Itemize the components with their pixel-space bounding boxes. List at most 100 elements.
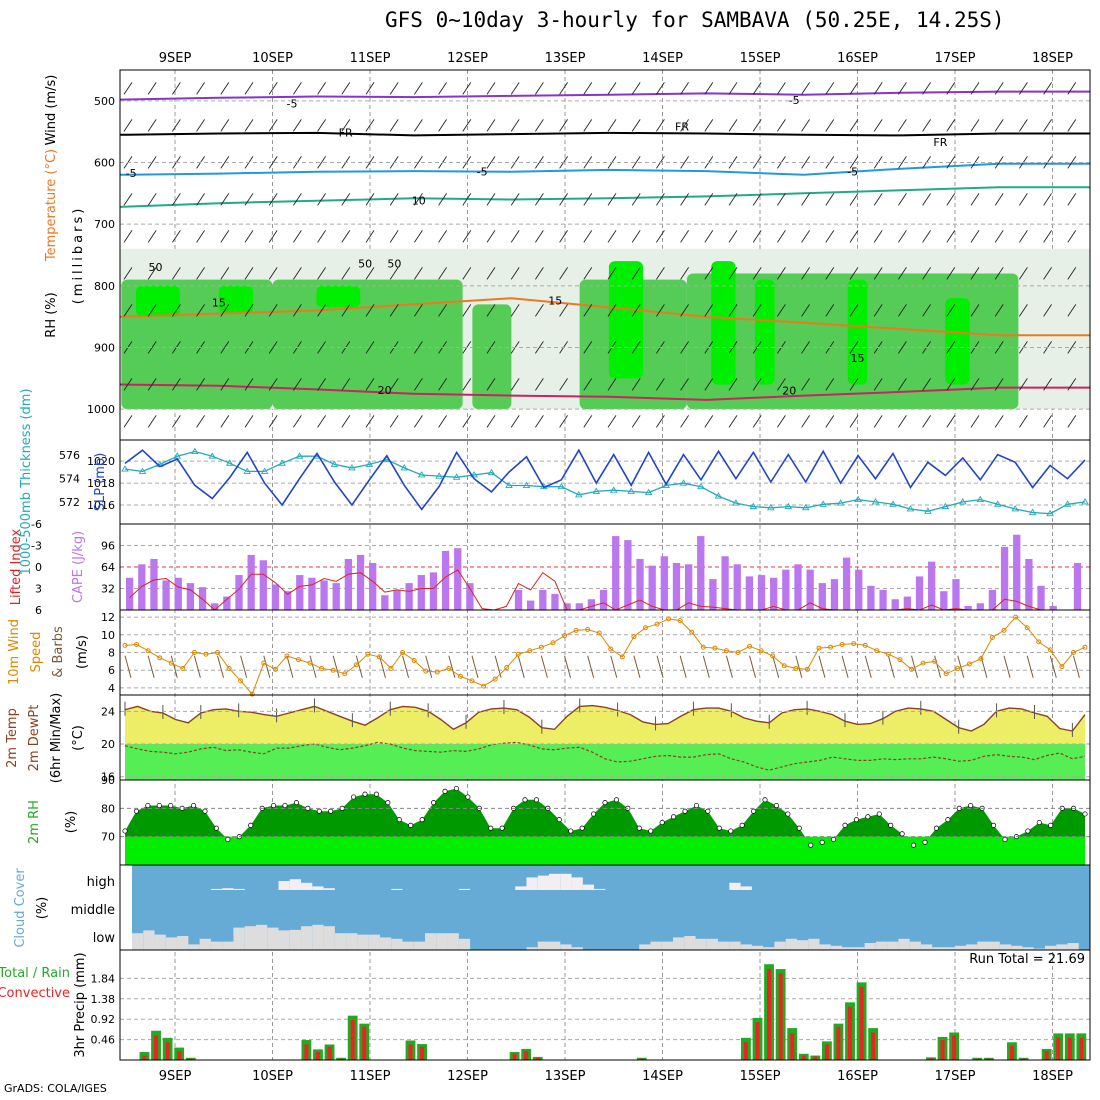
cape-bar [891,599,899,610]
rh2m-point [328,808,334,814]
wind-barb [849,230,859,243]
thickness-point [1081,498,1089,505]
thickness-point [749,502,758,510]
cloud-low-bar [1022,947,1034,950]
wind-speed-point [423,668,429,674]
wind-barb [389,82,399,95]
wind-barb [510,82,520,95]
wind-barb-10m [124,655,132,678]
rh2m-point [1082,811,1088,817]
thickness-point [609,486,618,493]
wind-speed-point [1001,627,1007,633]
precip-convective-bar [801,1055,806,1060]
cloud-low-bar [143,930,155,950]
wind-barb [220,82,230,95]
wind-speed-point [955,665,961,671]
rh-block [847,279,868,385]
contour-label: -5 [847,166,858,179]
li-axis-label: Lifted Index [9,528,24,605]
cloud-low-bar [255,924,268,950]
wind-speed-point [376,654,382,660]
wind-barb [1043,193,1052,206]
cape-bar [1000,546,1009,610]
wind-barb [728,415,738,428]
wind-barb [559,230,568,243]
wind-barb [922,267,931,280]
wind-speed-point [203,651,209,657]
wind-axis-label: Wind (m/s) [44,75,59,146]
thickness-point [278,459,286,466]
wind-barb [704,378,714,391]
temperature-contour-c20 [119,383,1090,401]
wind-barb [607,230,617,243]
wind-barb [172,378,181,391]
wind-barb [486,304,496,317]
rh2m-point [682,808,688,814]
cape-bar [806,569,814,610]
wind-barb [631,304,641,317]
cloud-low-bar [763,947,775,950]
cape-bar [235,575,243,610]
wind-barb [486,82,496,95]
wind-speed-point [874,648,880,654]
thickness-point [627,487,635,494]
date-label-bottom: 12SEP [447,1069,488,1084]
wind-barb [535,304,544,317]
precip-convective-bar [177,1051,182,1060]
wind-barb [196,304,205,317]
wind-barb-10m [147,655,155,678]
cloud-level-label: high [87,875,115,890]
rh2m-point [968,802,974,809]
thickness-point [138,467,147,474]
wind-barb [1019,82,1028,95]
wind-barb [970,267,980,280]
wind-barb-10m [749,655,757,678]
wind-barb [825,304,835,317]
wind-speed-point [481,683,487,689]
cape-bar [162,580,170,610]
precip-convective-bar [767,969,772,1060]
rh2m-point [819,839,825,845]
wind-barb [970,415,980,428]
slp-axis-label: SLP (mb) [93,453,108,512]
wind-barb [1043,119,1052,132]
cloud-low-bar [560,944,572,950]
dewpt-fill [125,744,1085,780]
wind-barb [365,193,375,206]
wind-barb [1019,415,1028,428]
wind-speed-point [538,644,544,650]
wind-barb [777,304,786,317]
rh-block [136,285,180,317]
wind-barb [801,230,810,243]
cloud-low-bar [571,947,583,950]
wind-barb [244,304,254,317]
wind-barb [486,193,496,206]
cloud-low-bar [808,938,820,950]
wind-barb [172,267,181,280]
wind-barb [317,193,326,206]
thickness-tick-label: 574 [59,472,80,485]
contour-label: -5 [477,166,488,179]
wind-barb [438,193,447,206]
wind-barb [123,304,133,317]
thickness-point [208,452,217,459]
cape-bar [733,564,741,610]
wind-barb [535,267,544,280]
wind-barb [801,304,810,317]
wind-barb [1019,304,1028,317]
cloud-high-bar [515,886,527,890]
cloud-high-bar [323,888,335,890]
wind-barb [656,230,665,243]
thickness-point [417,471,426,478]
wind-barb [462,193,472,206]
wind-speed-point [446,665,452,671]
li-tick-label: -3 [31,540,42,553]
cloud-high-bar [549,873,561,890]
thickness-point [1028,508,1037,515]
cloud-low-bar [695,938,707,950]
wind-barb [607,304,617,317]
cloud-low-bar [357,934,369,950]
wind-speed-point [804,666,810,672]
cloud-low-bar [402,941,414,950]
wind-speed-point [689,629,695,635]
